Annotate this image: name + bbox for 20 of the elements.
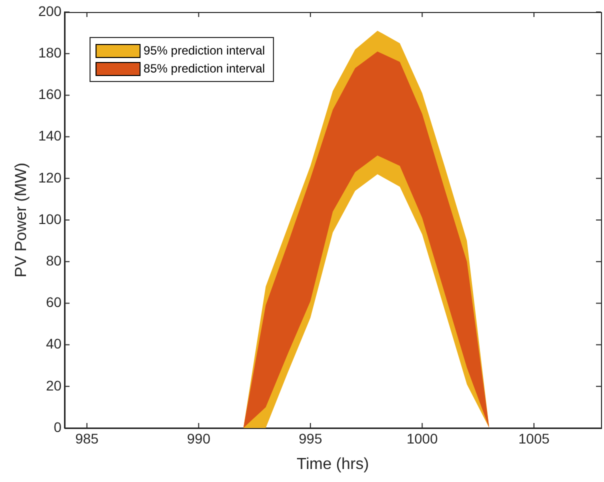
y-tick-label: 0 (54, 418, 62, 435)
y-tick-label: 140 (38, 128, 62, 144)
x-tick-label: 990 (186, 430, 211, 446)
y-tick-label: 40 (46, 336, 62, 352)
y-tick-label: 180 (38, 44, 62, 60)
y-tick-label: 200 (38, 2, 62, 19)
x-tick-label: 1000 (406, 430, 438, 446)
y-tick-label: 80 (46, 252, 62, 268)
x-tick-label: 995 (298, 430, 322, 446)
x-axis-title: Time (hrs) (296, 456, 369, 473)
y-tick-label: 160 (38, 86, 62, 102)
x-tick-label: 1005 (518, 430, 550, 446)
y-axis-title: PV Power (MW) (13, 162, 30, 278)
legend-label: 85% prediction interval (144, 61, 265, 76)
y-tick-label: 60 (46, 294, 62, 310)
x-tick-label: 985 (75, 430, 99, 446)
y-tick-label: 120 (38, 169, 62, 186)
y-tick-label: 20 (46, 377, 62, 394)
y-tick-label: 100 (38, 210, 62, 227)
legend-label: 95% prediction interval (144, 43, 265, 58)
